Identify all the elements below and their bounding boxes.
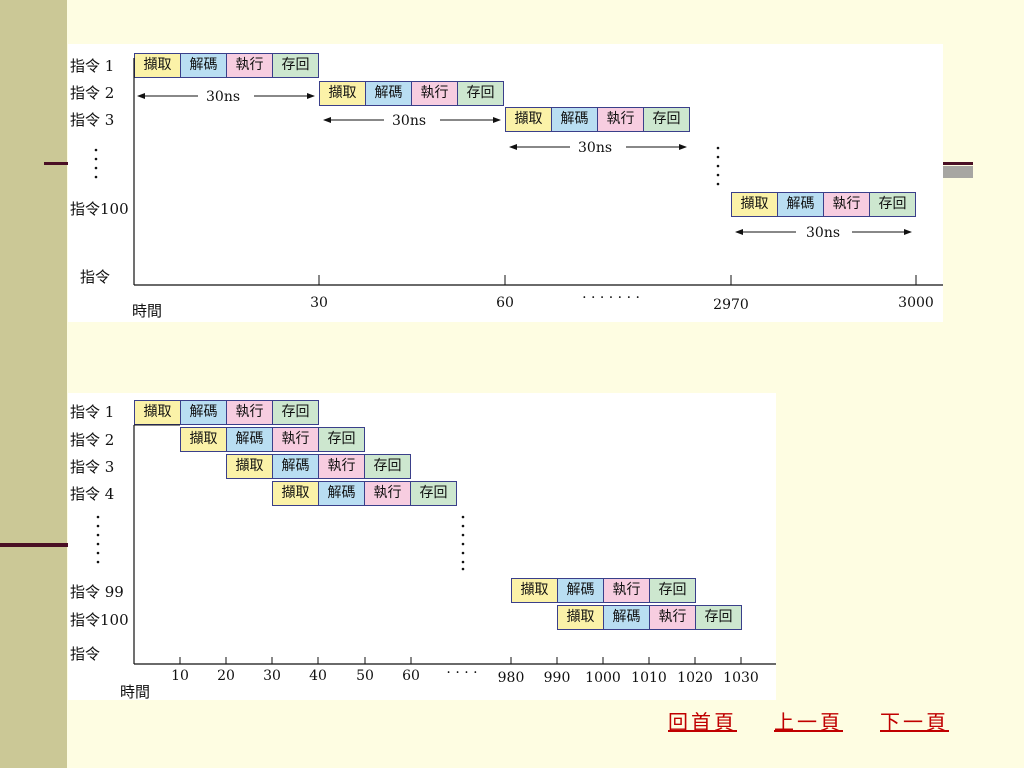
decode-stage: 解碼 <box>180 53 227 78</box>
next-page-link[interactable]: 下一頁 <box>880 710 949 734</box>
execute-stage: 執行 <box>226 400 273 425</box>
decode-stage: 解碼 <box>318 481 365 506</box>
x-tick-label: 30 <box>310 295 328 311</box>
axis-ellipsis: · · · · <box>446 665 478 681</box>
x-tick-label: 60 <box>496 295 514 311</box>
row-label-instruction-99: 指令 99 <box>70 583 124 601</box>
decode-stage: 解碼 <box>603 605 650 630</box>
x-tick-label: 1000 <box>585 670 621 686</box>
execute-stage: 執行 <box>649 605 696 630</box>
x-tick-label: 30 <box>263 668 281 684</box>
x-tick-label: 20 <box>217 668 235 684</box>
pipelined-diagram: 指令 1 指令 2 指令 3 指令 4 指令 99 指令100 指令 時間 擷取… <box>68 393 776 701</box>
row-label-instruction-2: 指令 2 <box>70 84 115 102</box>
execute-stage: 執行 <box>364 481 411 506</box>
x-tick-label: 60 <box>402 668 420 684</box>
diagram1-axes <box>94 58 943 286</box>
x-tick-label: 40 <box>309 668 327 684</box>
fetch-stage: 擷取 <box>557 605 604 630</box>
store-stage: 存回 <box>364 454 411 479</box>
x-tick-label: 980 <box>497 670 525 686</box>
pipeline-stage-row: 擷取 解碼 執行 存回 <box>511 578 696 603</box>
x-axis-label: 時間 <box>132 302 163 320</box>
duration-label: 30ns <box>206 89 241 105</box>
fetch-stage: 擷取 <box>319 81 366 106</box>
x-tick-label: 3000 <box>898 295 934 311</box>
pipeline-stage-row: 擷取 解碼 執行 存回 <box>319 81 504 106</box>
pipeline-stage-row: 擷取 解碼 執行 存回 <box>557 605 742 630</box>
fetch-stage: 擷取 <box>226 454 273 479</box>
execute-stage: 執行 <box>597 107 644 132</box>
store-stage: 存回 <box>695 605 742 630</box>
row-label-instruction-3: 指令 3 <box>70 111 115 129</box>
duration-label: 30ns <box>578 140 613 156</box>
x-tick-label: 50 <box>356 668 374 684</box>
row-label-instruction-100: 指令100 <box>70 611 129 629</box>
diagram2-axes <box>96 424 776 665</box>
row-label-instruction-1: 指令 1 <box>70 57 115 75</box>
store-stage: 存回 <box>272 400 319 425</box>
x-tick-label: 990 <box>543 670 571 686</box>
axis-ellipsis: · · · · · · · <box>582 290 640 306</box>
fetch-stage: 擷取 <box>180 427 227 452</box>
home-link[interactable]: 回首頁 <box>668 710 737 734</box>
x-tick-label: 1020 <box>677 670 713 686</box>
store-stage: 存回 <box>272 53 319 78</box>
row-label-instruction-2: 指令 2 <box>70 431 115 449</box>
store-stage: 存回 <box>457 81 504 106</box>
execute-stage: 執行 <box>318 454 365 479</box>
pipeline-stage-row: 擷取 解碼 執行 存回 <box>505 107 690 132</box>
fetch-stage: 擷取 <box>505 107 552 132</box>
decode-stage: 解碼 <box>557 578 604 603</box>
x-tick-label: 1030 <box>723 670 759 686</box>
decode-stage: 解碼 <box>777 192 824 217</box>
execute-stage: 執行 <box>272 427 319 452</box>
previous-page-link[interactable]: 上一頁 <box>774 710 843 734</box>
store-stage: 存回 <box>643 107 690 132</box>
pipeline-stage-row: 擷取 解碼 執行 存回 <box>134 53 319 78</box>
execute-stage: 執行 <box>226 53 273 78</box>
divider-line <box>943 162 973 165</box>
duration-label: 30ns <box>392 113 427 129</box>
pipeline-stage-row: 擷取 解碼 執行 存回 <box>272 481 457 506</box>
decode-stage: 解碼 <box>365 81 412 106</box>
store-stage: 存回 <box>649 578 696 603</box>
divider-bar <box>943 166 973 178</box>
decode-stage: 解碼 <box>226 427 273 452</box>
store-stage: 存回 <box>410 481 457 506</box>
execute-stage: 執行 <box>603 578 650 603</box>
slide-sidebar <box>0 0 67 768</box>
fetch-stage: 擷取 <box>731 192 778 217</box>
decode-stage: 解碼 <box>551 107 598 132</box>
x-tick-label: 10 <box>171 668 189 684</box>
x-tick-label: 2970 <box>713 297 749 313</box>
store-stage: 存回 <box>869 192 916 217</box>
x-tick-label: 1010 <box>631 670 667 686</box>
execute-stage: 執行 <box>823 192 870 217</box>
row-label-instruction-100: 指令100 <box>70 200 129 218</box>
store-stage: 存回 <box>318 427 365 452</box>
pipeline-stage-row: 擷取 解碼 執行 存回 <box>134 400 319 425</box>
row-label-instruction-4: 指令 4 <box>70 485 115 503</box>
row-label-instruction-1: 指令 1 <box>70 403 115 421</box>
pipeline-stage-row: 擷取 解碼 執行 存回 <box>180 427 365 452</box>
fetch-stage: 擷取 <box>511 578 558 603</box>
duration-label: 30ns <box>806 225 841 241</box>
slide-navigation: 回首頁 上一頁 下一頁 <box>0 706 1024 736</box>
decode-stage: 解碼 <box>180 400 227 425</box>
x-axis-label: 時間 <box>120 683 151 701</box>
divider-line <box>44 162 68 165</box>
y-axis-label: 指令 <box>70 645 101 663</box>
y-axis-label: 指令 <box>80 268 111 286</box>
pipeline-stage-row: 擷取 解碼 執行 存回 <box>226 454 411 479</box>
row-label-instruction-3: 指令 3 <box>70 458 115 476</box>
divider-line <box>0 543 68 547</box>
pipeline-stage-row: 擷取 解碼 執行 存回 <box>731 192 916 217</box>
non-pipelined-diagram: 指令 1 指令 2 指令 3 指令100 指令 時間 擷取 解碼 執行 存回 擷… <box>68 44 943 322</box>
